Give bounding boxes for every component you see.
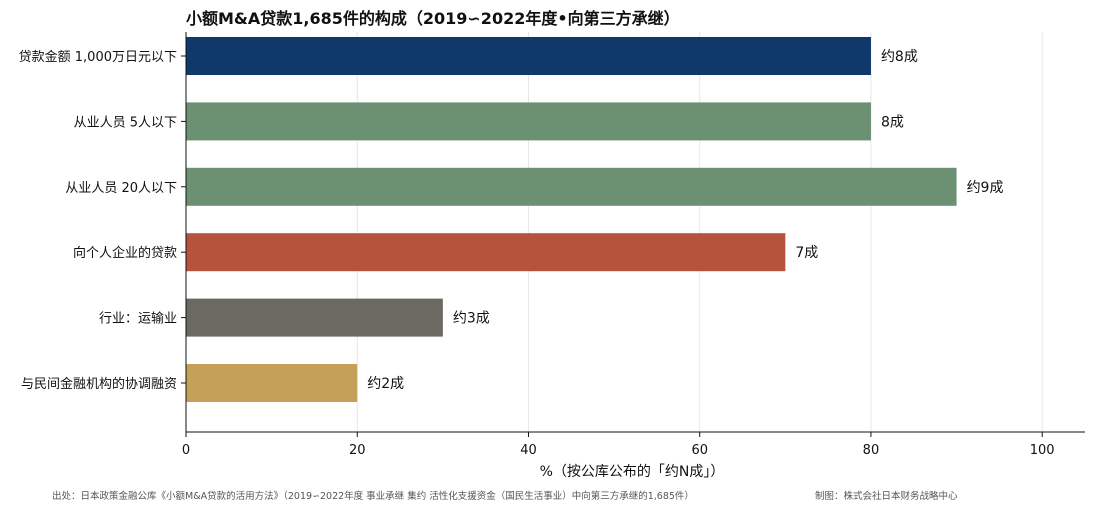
- bar: [186, 364, 358, 402]
- x-tick-labels: 0 20 40 60 80 100: [182, 443, 1055, 458]
- data-label: 约9成: [967, 180, 1004, 196]
- category-label: 与民间金融机构的协调融资: [21, 376, 177, 392]
- bar: [186, 102, 871, 141]
- x-axis-title: %（按公库公布的「约N成」）: [540, 464, 725, 480]
- data-label: 约3成: [453, 311, 490, 327]
- bars: [186, 37, 957, 402]
- bar: [186, 298, 443, 337]
- chart-title: 小额M&A贷款1,685件的构成（2019∽2022年度•向第三方承继）: [186, 9, 680, 28]
- data-label: 7成: [795, 245, 818, 261]
- category-label: 行业：运输业: [99, 311, 177, 327]
- category-label: 从业人员 5人以下: [74, 115, 177, 130]
- bar: [186, 167, 957, 206]
- data-label: 约2成: [367, 376, 404, 392]
- bar: [186, 233, 786, 272]
- category-label: 从业人员 20人以下: [65, 181, 177, 196]
- credit-note: 制图：株式会社日本财务战略中心: [815, 490, 958, 502]
- x-tick-label: 0: [182, 443, 190, 458]
- x-tick-label: 60: [691, 443, 708, 458]
- x-tick-label: 20: [349, 443, 366, 458]
- x-tick-label: 100: [1030, 443, 1055, 458]
- category-label: 贷款金额 1,000万日元以下: [19, 49, 177, 65]
- x-tick-label: 40: [520, 443, 537, 458]
- bar: [186, 37, 871, 75]
- source-note: 出处：日本政策金融公库《小额M&A贷款的活用方法》（2019∽2022年度 事业…: [52, 490, 694, 502]
- category-label: 向个人企业的贷款: [73, 245, 177, 261]
- data-label: 8成: [881, 114, 904, 130]
- data-label: 约8成: [881, 49, 918, 65]
- axes: [181, 32, 1085, 437]
- grid-lines: [356, 32, 1043, 432]
- x-tick-label: 80: [863, 443, 880, 458]
